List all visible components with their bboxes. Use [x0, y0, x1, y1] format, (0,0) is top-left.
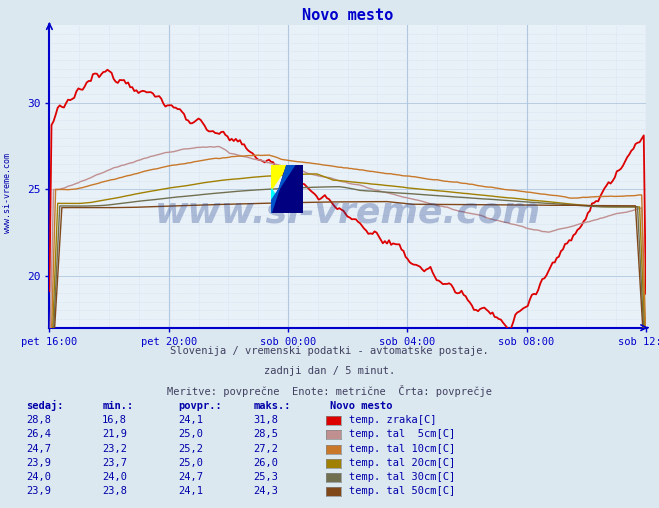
Text: maks.:: maks.: [254, 401, 291, 411]
Text: 23,9: 23,9 [26, 458, 51, 468]
Text: www.si-vreme.com: www.si-vreme.com [3, 153, 13, 233]
Text: 28,8: 28,8 [26, 415, 51, 425]
Text: 28,5: 28,5 [254, 429, 279, 439]
Text: Meritve: povprečne  Enote: metrične  Črta: povprečje: Meritve: povprečne Enote: metrične Črta:… [167, 385, 492, 397]
Text: temp. tal 50cm[C]: temp. tal 50cm[C] [349, 486, 455, 496]
Text: min.:: min.: [102, 401, 133, 411]
Text: temp. tal 10cm[C]: temp. tal 10cm[C] [349, 443, 455, 454]
Text: 23,2: 23,2 [102, 443, 127, 454]
Text: 24,0: 24,0 [102, 472, 127, 482]
Text: 26,4: 26,4 [26, 429, 51, 439]
Text: temp. zraka[C]: temp. zraka[C] [349, 415, 437, 425]
Text: 24,3: 24,3 [254, 486, 279, 496]
Text: 31,8: 31,8 [254, 415, 279, 425]
Text: 23,8: 23,8 [102, 486, 127, 496]
Polygon shape [272, 188, 287, 213]
Text: temp. tal  5cm[C]: temp. tal 5cm[C] [349, 429, 455, 439]
Text: 25,2: 25,2 [178, 443, 203, 454]
Text: 23,9: 23,9 [26, 486, 51, 496]
Text: 24,0: 24,0 [26, 472, 51, 482]
Text: 25,3: 25,3 [254, 472, 279, 482]
Text: 21,9: 21,9 [102, 429, 127, 439]
Text: 24,1: 24,1 [178, 486, 203, 496]
Text: povpr.:: povpr.: [178, 401, 221, 411]
Text: 23,7: 23,7 [102, 458, 127, 468]
Text: Slovenija / vremenski podatki - avtomatske postaje.: Slovenija / vremenski podatki - avtomats… [170, 346, 489, 357]
Text: 24,7: 24,7 [26, 443, 51, 454]
Text: www.si-vreme.com: www.si-vreme.com [155, 196, 540, 230]
Polygon shape [272, 165, 287, 188]
Text: sedaj:: sedaj: [26, 400, 64, 411]
Polygon shape [272, 165, 303, 213]
Text: 25,0: 25,0 [178, 458, 203, 468]
Text: 27,2: 27,2 [254, 443, 279, 454]
Text: 24,1: 24,1 [178, 415, 203, 425]
Text: 16,8: 16,8 [102, 415, 127, 425]
Text: 24,7: 24,7 [178, 472, 203, 482]
Text: Novo mesto: Novo mesto [330, 401, 392, 411]
Text: temp. tal 20cm[C]: temp. tal 20cm[C] [349, 458, 455, 468]
Text: zadnji dan / 5 minut.: zadnji dan / 5 minut. [264, 366, 395, 376]
Polygon shape [272, 165, 295, 213]
Text: 25,0: 25,0 [178, 429, 203, 439]
Text: temp. tal 30cm[C]: temp. tal 30cm[C] [349, 472, 455, 482]
Text: 26,0: 26,0 [254, 458, 279, 468]
Title: Novo mesto: Novo mesto [302, 8, 393, 23]
